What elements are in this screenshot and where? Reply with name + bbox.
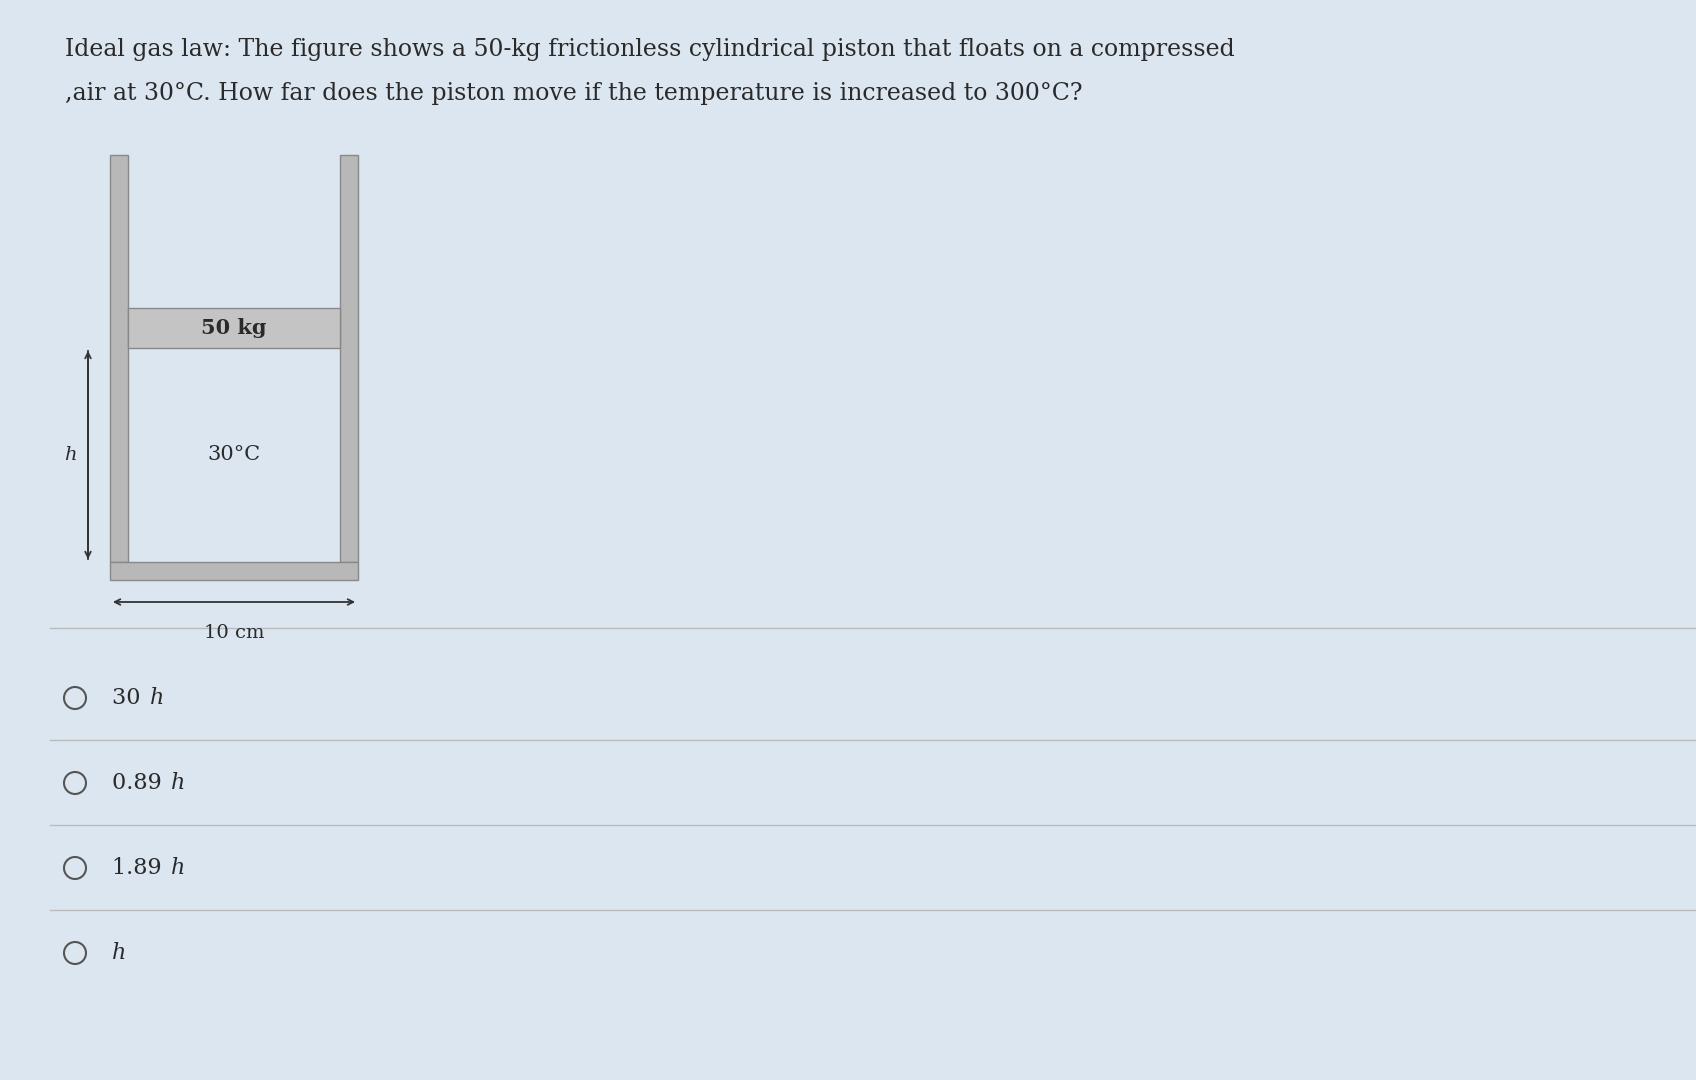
- Bar: [110, 156, 127, 562]
- Text: h: h: [171, 858, 185, 879]
- Text: h: h: [64, 446, 76, 464]
- Bar: [127, 308, 339, 348]
- Text: h: h: [112, 942, 127, 964]
- Bar: [339, 156, 358, 562]
- Bar: [110, 562, 358, 580]
- Text: 0.89: 0.89: [112, 772, 170, 794]
- Text: ,air at 30°C. How far does the piston move if the temperature is increased to 30: ,air at 30°C. How far does the piston mo…: [64, 82, 1082, 105]
- Text: 1.89: 1.89: [112, 858, 168, 879]
- Text: 50 kg: 50 kg: [202, 318, 266, 338]
- Text: 30°C: 30°C: [207, 445, 261, 464]
- Text: h: h: [149, 687, 165, 708]
- Text: 30: 30: [112, 687, 148, 708]
- Text: Ideal gas law: The figure shows a 50-kg frictionless cylindrical piston that flo: Ideal gas law: The figure shows a 50-kg …: [64, 38, 1235, 60]
- Text: 10 cm: 10 cm: [204, 624, 265, 642]
- Text: h: h: [171, 772, 185, 794]
